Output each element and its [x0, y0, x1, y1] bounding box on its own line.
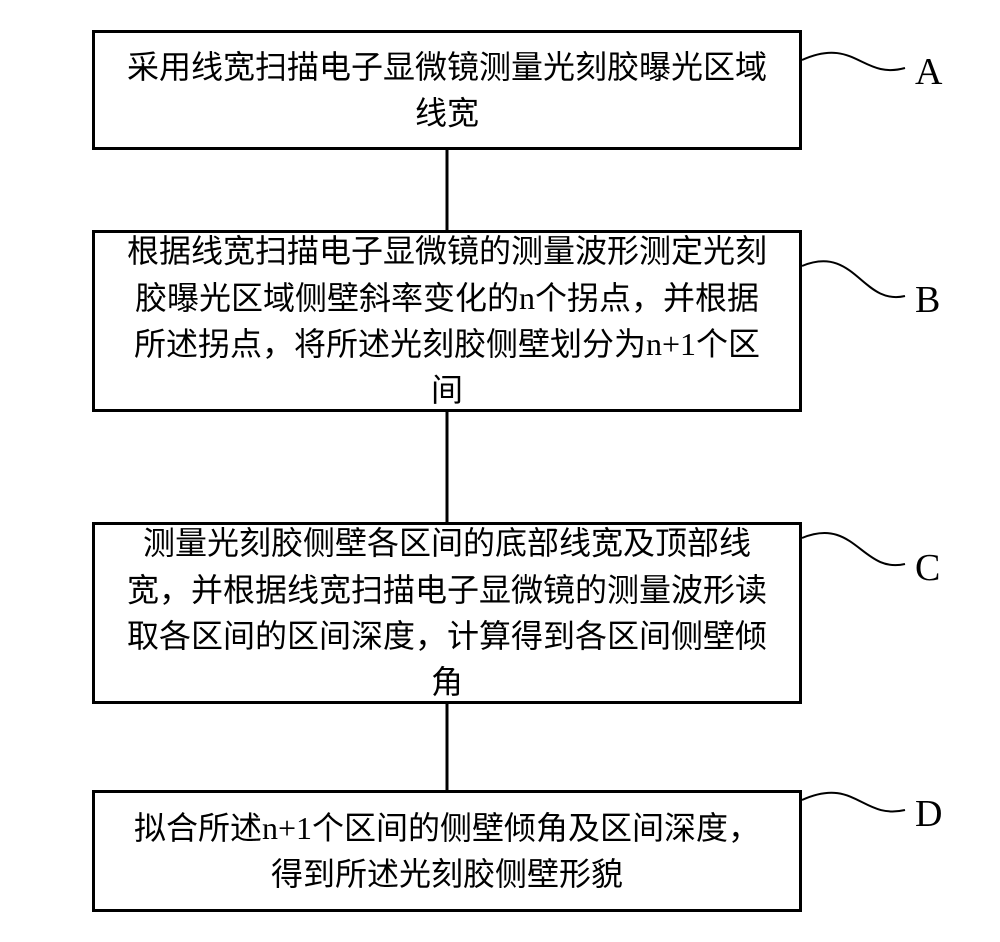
flow-node-a: 采用线宽扫描电子显微镜测量光刻胶曝光区域线宽: [92, 30, 802, 150]
flow-node-c: 测量光刻胶侧壁各区间的底部线宽及顶部线宽，并根据线宽扫描电子显微镜的测量波形读取…: [92, 522, 802, 704]
flow-label-c: C: [915, 546, 940, 590]
flow-label-b: B: [915, 278, 940, 322]
label-curve-b: [802, 261, 905, 297]
label-curve-a: [802, 53, 905, 70]
flow-node-d-text: 拟合所述n+1个区间的侧壁倾角及区间深度，得到所述光刻胶侧壁形貌: [123, 805, 771, 898]
flow-node-a-text: 采用线宽扫描电子显微镜测量光刻胶曝光区域线宽: [123, 44, 771, 137]
label-curve-d: [802, 793, 905, 812]
flow-label-a: A: [915, 50, 942, 94]
flow-label-d: D: [915, 792, 942, 836]
flow-node-b: 根据线宽扫描电子显微镜的测量波形测定光刻胶曝光区域侧壁斜率变化的n个拐点，并根据…: [92, 230, 802, 412]
flow-node-b-text: 根据线宽扫描电子显微镜的测量波形测定光刻胶曝光区域侧壁斜率变化的n个拐点，并根据…: [123, 228, 771, 414]
label-curve-c: [802, 533, 905, 565]
flowchart-canvas: 采用线宽扫描电子显微镜测量光刻胶曝光区域线宽 A 根据线宽扫描电子显微镜的测量波…: [0, 0, 1000, 942]
flow-node-c-text: 测量光刻胶侧壁各区间的底部线宽及顶部线宽，并根据线宽扫描电子显微镜的测量波形读取…: [123, 520, 771, 706]
flow-node-d: 拟合所述n+1个区间的侧壁倾角及区间深度，得到所述光刻胶侧壁形貌: [92, 790, 802, 912]
